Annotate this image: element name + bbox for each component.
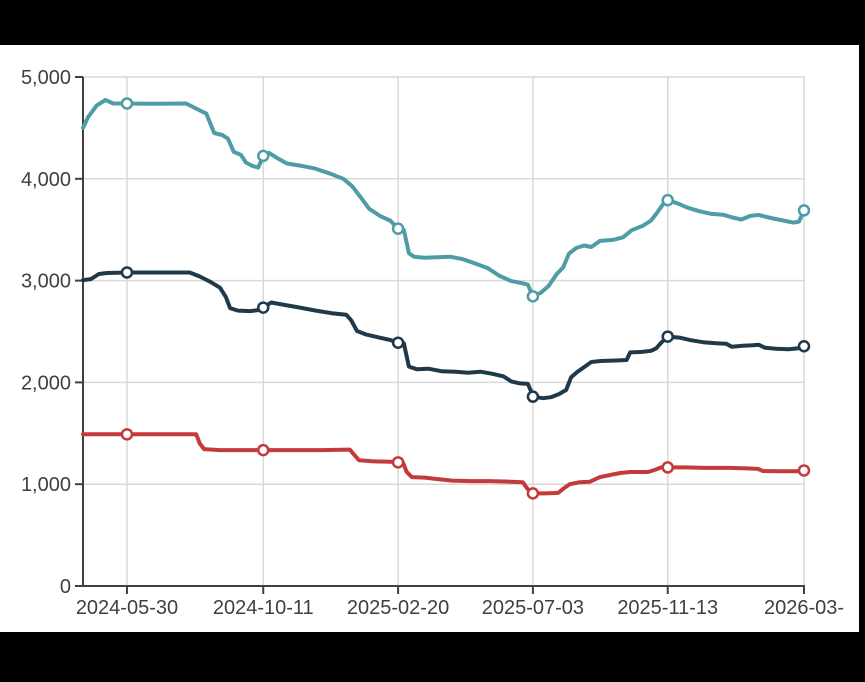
y-tick-label: 5,000: [21, 67, 71, 89]
line-chart: 0 1,000 2,000 3,000 4,000 5,000 2024-05-30 2024…: [21, 67, 844, 619]
series-navy-middle-marker: [797, 340, 811, 353]
x-tick-label: 2024-10-11: [213, 597, 314, 619]
series-navy-middle-marker: [120, 266, 134, 279]
series-navy-middle-marker: [526, 390, 540, 403]
y-tick-label: 0: [60, 576, 71, 598]
x-tick-label: 2025-02-20: [347, 597, 449, 619]
x-tick-label: 2024-05-30: [76, 597, 178, 619]
series-navy-middle-marker: [257, 301, 270, 314]
series-red-bottom-marker: [391, 456, 405, 469]
series-navy-middle-line: [81, 270, 806, 401]
series-navy-middle-marker: [661, 330, 674, 343]
chart-canvas: 0 1,000 2,000 3,000 4,000 5,000 2024-05-30 2024…: [0, 45, 859, 632]
series-navy-middle: [81, 266, 811, 403]
x-tick-label: 2025-11-13: [617, 597, 718, 619]
series-navy-middle-marker: [391, 336, 405, 349]
series-teal-top: [81, 97, 811, 303]
series-teal-top-marker: [797, 204, 811, 217]
series-red-bottom-marker: [661, 461, 674, 474]
series-red-bottom-marker: [797, 464, 811, 477]
series-red-bottom-marker: [526, 487, 540, 500]
series-red-bottom-marker: [257, 443, 270, 457]
series-teal-top-line: [81, 97, 806, 299]
y-tick-label: 1,000: [21, 474, 71, 496]
series-teal-top-marker: [120, 97, 134, 110]
axis-labels: 0 1,000 2,000 3,000 4,000 5,000 2024-05-30 2024…: [21, 67, 844, 619]
series-teal-top-marker: [661, 193, 674, 207]
series-red-bottom: [81, 428, 811, 500]
x-tick-label: 2026-03-: [764, 597, 844, 619]
y-tick-label: 3,000: [21, 271, 71, 293]
y-tick-label: 2,000: [21, 372, 71, 394]
series-red-bottom-marker: [120, 428, 134, 441]
y-tick-label: 4,000: [21, 169, 71, 191]
series-teal-top-marker: [526, 290, 540, 303]
axes: [75, 76, 805, 594]
series-teal-top-marker: [391, 222, 405, 235]
x-tick-label: 2025-07-03: [482, 597, 584, 619]
series-teal-top-marker: [257, 149, 270, 163]
gridlines: [83, 76, 805, 586]
